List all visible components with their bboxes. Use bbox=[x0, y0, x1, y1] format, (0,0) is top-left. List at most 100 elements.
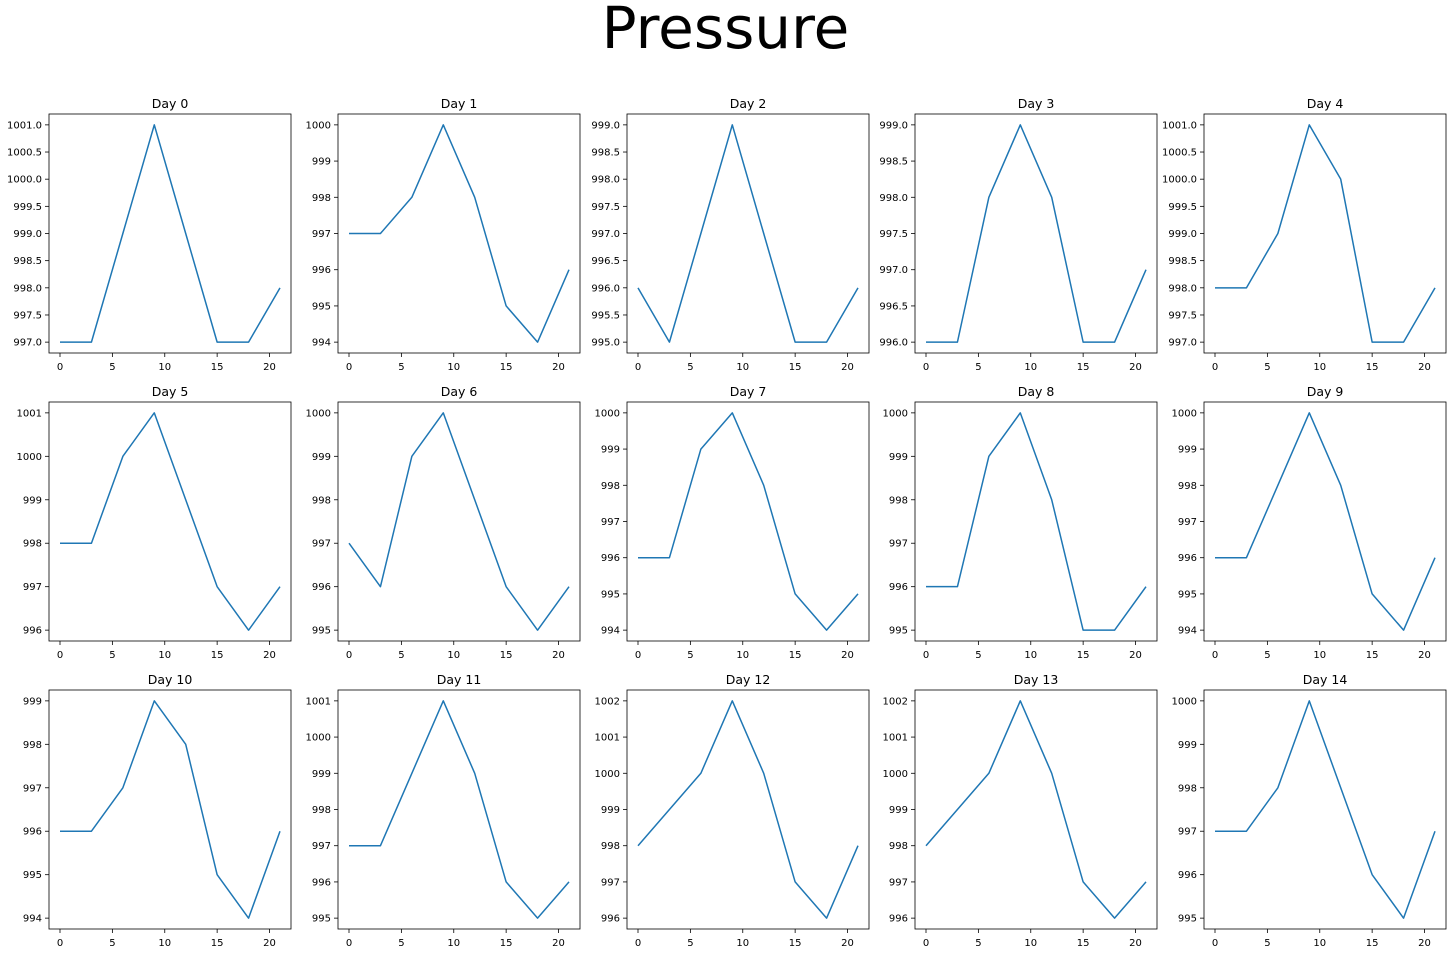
x-tick-label: 10 bbox=[1313, 362, 1326, 373]
x-tick-label: 10 bbox=[158, 362, 171, 373]
y-tick-label: 998.0 bbox=[879, 193, 908, 204]
axes-frame bbox=[1203, 401, 1447, 642]
x-tick-label: 0 bbox=[1212, 650, 1218, 661]
x-tick-label: 10 bbox=[1313, 938, 1326, 949]
subplot-day-13: Day 13 0 5 10 15 20 996 997 998 999 1000 1001 1002 bbox=[883, 672, 1158, 949]
pressure-line bbox=[1215, 700, 1436, 919]
y-tick-label: 999 bbox=[889, 452, 908, 463]
y-tick-label: 997 bbox=[601, 517, 620, 528]
axes-frame bbox=[626, 401, 870, 642]
y-tick-label: 997 bbox=[23, 582, 42, 593]
y-tick-label: 994 bbox=[312, 338, 331, 349]
y-tick-label: 1001.0 bbox=[7, 120, 42, 131]
x-tick-label: 5 bbox=[975, 362, 981, 373]
y-tick-label: 998 bbox=[312, 805, 331, 816]
y-tick-label: 1000.5 bbox=[1162, 148, 1197, 159]
y-tick-label: 998 bbox=[1178, 783, 1197, 794]
x-tick-label: 15 bbox=[1366, 650, 1379, 661]
y-tick-label: 999.5 bbox=[13, 202, 42, 213]
x-tick-label: 15 bbox=[1366, 362, 1379, 373]
y-tick-label: 999.0 bbox=[1168, 229, 1197, 240]
y-tick-label: 998 bbox=[312, 495, 331, 506]
subplot-title: Day 11 bbox=[437, 672, 482, 687]
x-tick-label: 15 bbox=[1366, 938, 1379, 949]
y-tick-label: 998.5 bbox=[591, 148, 620, 159]
subplot-title: Day 7 bbox=[730, 384, 767, 399]
pressure-line bbox=[1215, 124, 1436, 343]
y-tick-label: 997 bbox=[312, 841, 331, 852]
y-tick-label: 1000 bbox=[306, 408, 331, 419]
x-tick-label: 15 bbox=[500, 650, 513, 661]
y-tick-label: 996 bbox=[889, 914, 908, 925]
axes-frame bbox=[914, 113, 1158, 354]
y-tick-label: 997.0 bbox=[1168, 338, 1197, 349]
y-tick-label: 995 bbox=[23, 870, 42, 881]
pressure-line bbox=[926, 412, 1147, 631]
axes-frame bbox=[337, 401, 581, 642]
y-tick-label: 999 bbox=[601, 805, 620, 816]
subplot-day-11: Day 11 0 5 10 15 20 995 996 997 998 999 1000 1001 bbox=[306, 672, 581, 949]
axes-frame bbox=[48, 689, 292, 930]
y-tick-label: 995 bbox=[312, 914, 331, 925]
x-tick-label: 20 bbox=[841, 362, 854, 373]
pressure-line bbox=[349, 700, 570, 919]
x-tick-label: 20 bbox=[1129, 938, 1142, 949]
x-tick-label: 0 bbox=[346, 938, 352, 949]
y-tick-label: 998.5 bbox=[879, 157, 908, 168]
y-tick-label: 999 bbox=[312, 157, 331, 168]
y-tick-label: 996.5 bbox=[591, 256, 620, 267]
pressure-line bbox=[925, 700, 1147, 919]
y-tick-label: 995 bbox=[889, 626, 908, 637]
x-tick-label: 5 bbox=[975, 938, 981, 949]
y-tick-label: 998.5 bbox=[13, 256, 42, 267]
y-tick-label: 994 bbox=[601, 626, 620, 637]
y-tick-label: 996 bbox=[312, 265, 331, 276]
y-tick-label: 997.5 bbox=[13, 310, 42, 321]
y-tick-label: 1001 bbox=[883, 733, 908, 744]
y-tick-label: 997.0 bbox=[13, 338, 42, 349]
x-tick-label: 5 bbox=[1264, 938, 1270, 949]
x-tick-label: 15 bbox=[789, 938, 802, 949]
subplot-day-8: Day 8 0 5 10 15 20 995 996 997 998 999 1000 bbox=[883, 384, 1158, 661]
x-tick-label: 10 bbox=[158, 650, 171, 661]
y-tick-label: 999.0 bbox=[879, 120, 908, 131]
x-tick-label: 15 bbox=[211, 938, 224, 949]
y-tick-label: 998.5 bbox=[1168, 256, 1197, 267]
y-tick-label: 996 bbox=[312, 877, 331, 888]
subplot-title: Day 10 bbox=[148, 672, 193, 687]
y-tick-label: 1000.0 bbox=[1162, 175, 1197, 186]
y-tick-label: 998 bbox=[601, 481, 620, 492]
y-tick-label: 995.0 bbox=[591, 338, 620, 349]
y-tick-label: 996 bbox=[889, 582, 908, 593]
y-tick-label: 996 bbox=[23, 626, 42, 637]
x-tick-label: 5 bbox=[1264, 650, 1270, 661]
y-tick-label: 1000 bbox=[1172, 696, 1197, 707]
y-tick-label: 998.0 bbox=[1168, 283, 1197, 294]
x-tick-label: 0 bbox=[635, 938, 641, 949]
subplot-title: Day 13 bbox=[1014, 672, 1059, 687]
y-tick-label: 997 bbox=[889, 877, 908, 888]
y-tick-label: 995.5 bbox=[591, 310, 620, 321]
y-tick-label: 997.0 bbox=[879, 265, 908, 276]
x-tick-label: 10 bbox=[736, 650, 749, 661]
y-tick-label: 1002 bbox=[883, 696, 908, 707]
x-tick-label: 0 bbox=[923, 650, 929, 661]
pressure-line bbox=[60, 124, 281, 343]
y-tick-label: 997 bbox=[312, 229, 331, 240]
subplot-day-6: Day 6 0 5 10 15 20 995 996 997 998 999 1000 bbox=[306, 384, 581, 661]
y-tick-label: 1000 bbox=[1172, 408, 1197, 419]
x-tick-label: 15 bbox=[789, 650, 802, 661]
x-tick-label: 5 bbox=[398, 650, 404, 661]
x-tick-label: 20 bbox=[552, 650, 565, 661]
y-tick-label: 998.0 bbox=[591, 175, 620, 186]
x-tick-label: 10 bbox=[447, 650, 460, 661]
y-tick-label: 998 bbox=[889, 841, 908, 852]
x-tick-label: 20 bbox=[552, 938, 565, 949]
x-tick-label: 10 bbox=[1024, 362, 1037, 373]
subplot-day-5: Day 5 0 5 10 15 20 996 997 998 999 1000 1001 bbox=[17, 384, 292, 661]
subplot-title: Day 3 bbox=[1018, 96, 1055, 111]
y-tick-label: 997.5 bbox=[591, 202, 620, 213]
x-tick-label: 20 bbox=[1129, 362, 1142, 373]
y-tick-label: 999 bbox=[1178, 740, 1197, 751]
